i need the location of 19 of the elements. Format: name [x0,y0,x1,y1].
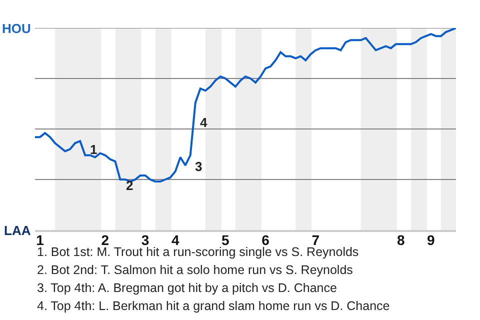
x-tick-label: 5 [222,232,230,248]
x-tick-label: 2 [101,232,110,248]
x-tick-label: 3 [141,232,150,248]
text: 3. Top 4th: A. Bregman got hit by a pitch vs D. Chance [37,281,337,295]
annotation: 1 [90,142,98,157]
text: 2. Bot 2nd: T. Salmon hit a solo home run vs S. Reynolds [37,263,353,277]
annotation: 4 [200,115,208,130]
x-tick-label: 7 [312,232,320,248]
x-tick-label: 4 [171,232,180,248]
x-tick-label: 9 [427,232,436,248]
x-tick-label: 1 [36,232,44,248]
text: 1. Bot 1st: M. Trout hit a run-scoring single vs S. Reynolds [37,245,359,259]
x-tick-label: 6 [262,232,270,248]
text: HOU [2,21,31,36]
text: 4. Top 4th: L. Berkman hit a grand slam home run vs D. Chance [37,299,390,313]
annotation: 3 [195,159,202,174]
x-tick-label: 8 [396,232,405,248]
annotation: 2 [126,178,134,193]
text: LAA [4,223,32,238]
